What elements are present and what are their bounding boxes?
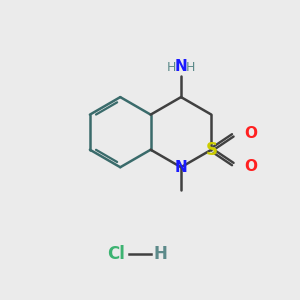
Text: N: N bbox=[175, 59, 188, 74]
Text: Cl: Cl bbox=[107, 245, 125, 263]
Text: H: H bbox=[167, 61, 176, 74]
Text: H: H bbox=[186, 61, 195, 74]
Text: H: H bbox=[154, 245, 167, 263]
Text: O: O bbox=[244, 159, 257, 174]
Text: N: N bbox=[175, 160, 188, 175]
Text: S: S bbox=[206, 141, 218, 159]
Text: O: O bbox=[244, 126, 257, 141]
